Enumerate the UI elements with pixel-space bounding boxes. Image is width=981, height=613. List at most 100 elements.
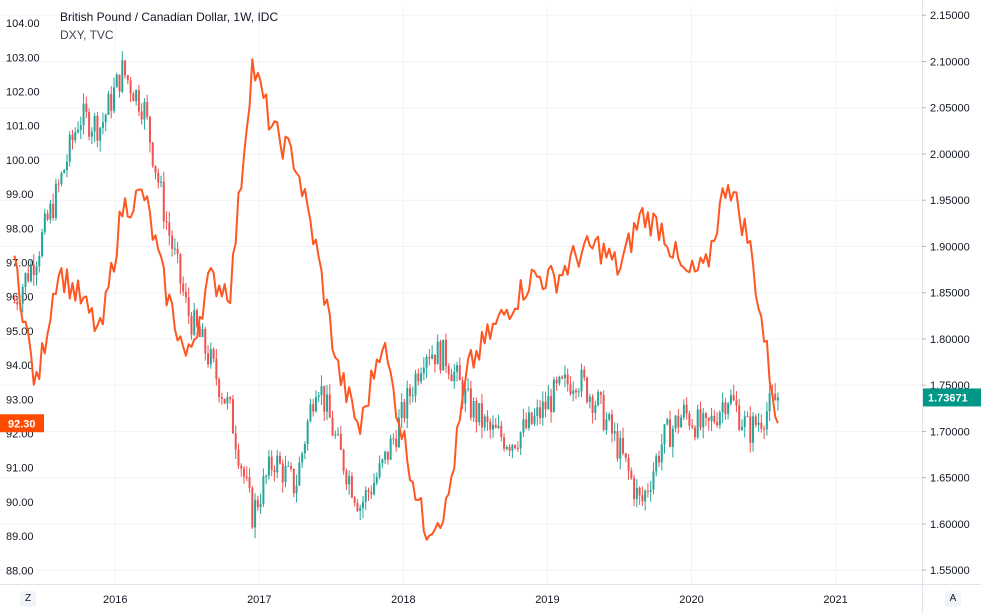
candle-body	[608, 414, 611, 420]
left-tick-label: 100.00	[6, 155, 40, 167]
candle-body	[110, 93, 113, 111]
left-tick-label: 97.00	[6, 258, 34, 270]
candle-body	[602, 394, 605, 431]
candle-body	[63, 170, 66, 173]
left-tick-label: 93.00	[6, 394, 34, 406]
candle-body	[699, 409, 702, 428]
right-tick-label: 2.00000	[930, 149, 970, 161]
candle-body	[24, 273, 27, 288]
candle-body	[757, 422, 760, 425]
candle-body	[649, 489, 652, 492]
candle-body	[381, 459, 384, 464]
candle-body	[622, 437, 625, 454]
right-tick-label: 1.65000	[930, 473, 970, 485]
candle-body	[597, 392, 600, 406]
candle-body	[472, 401, 475, 418]
candle-body	[674, 415, 677, 429]
candle-body	[68, 134, 71, 162]
candle-body	[38, 255, 41, 267]
candle-body	[552, 379, 555, 413]
candle-body	[691, 425, 694, 428]
candle-body	[760, 422, 763, 429]
candle-body	[96, 115, 99, 141]
candle-body	[721, 402, 724, 413]
candle-body	[483, 416, 486, 428]
candle-body	[400, 402, 403, 418]
candle-body	[287, 466, 290, 468]
candle-body	[193, 310, 196, 335]
candle-body	[508, 447, 511, 451]
candle-body	[685, 404, 688, 414]
candle-body	[389, 438, 392, 460]
candle-body	[414, 373, 417, 396]
candle-body	[16, 302, 19, 305]
candle-body	[447, 366, 450, 375]
candle-body	[57, 183, 60, 185]
candle-body	[265, 475, 268, 477]
x-tick-label: 2020	[679, 594, 703, 606]
candle-body	[46, 213, 49, 220]
candle-body	[486, 416, 489, 422]
auto-scale-button[interactable]: A	[945, 591, 961, 607]
candle-body	[132, 93, 135, 102]
candle-body	[713, 415, 716, 422]
candle-body	[652, 471, 655, 490]
candle-body	[718, 412, 721, 426]
candle-body	[580, 369, 583, 392]
x-tick-label: 2019	[535, 594, 559, 606]
candle-body	[251, 488, 254, 528]
candle-body	[519, 432, 522, 449]
candle-body	[187, 297, 190, 317]
candle-body	[727, 403, 730, 415]
candle-body	[561, 376, 564, 379]
candle-body	[555, 379, 558, 384]
candle-body	[331, 417, 334, 436]
zoom-reset-button[interactable]: Z	[20, 591, 36, 607]
x-tick-label: 2017	[247, 594, 271, 606]
candle-body	[79, 125, 82, 130]
candle-body	[118, 74, 121, 92]
candle-body	[657, 456, 660, 463]
candle-body	[126, 75, 129, 81]
candle-body	[776, 397, 779, 401]
candle-body	[516, 447, 519, 449]
candle-body	[406, 388, 409, 419]
left-tick-label: 91.00	[6, 463, 34, 475]
candle-body	[702, 413, 705, 428]
candle-body	[359, 508, 362, 511]
candle-body	[619, 437, 622, 459]
candle-body	[550, 395, 553, 413]
candle-body	[522, 419, 525, 433]
candle-body	[35, 266, 38, 276]
candle-body	[500, 425, 503, 438]
candle-body	[740, 426, 743, 430]
candle-body	[752, 416, 755, 443]
candle-body	[143, 101, 146, 120]
legend-overlay: DXY, TVC	[60, 28, 114, 42]
candle-body	[680, 417, 683, 428]
candle-body	[107, 93, 110, 115]
candle-body	[539, 407, 542, 418]
candle-body	[660, 444, 663, 463]
left-tick-label: 89.00	[6, 531, 34, 543]
candle-body	[511, 445, 514, 451]
candle-body	[339, 433, 342, 450]
candle-body	[469, 388, 472, 418]
x-tick-label: 2021	[823, 594, 847, 606]
candle-body	[743, 416, 746, 427]
candle-body	[732, 395, 735, 401]
candle-body	[442, 339, 445, 371]
candle-body	[420, 373, 423, 382]
candle-body	[245, 476, 248, 478]
right-tick-label: 2.10000	[930, 56, 970, 68]
candle-body	[290, 466, 293, 469]
candle-body	[444, 339, 447, 367]
candle-body	[215, 358, 218, 380]
candle-body	[270, 456, 273, 470]
candle-body	[273, 469, 276, 473]
left-tick-label: 103.00	[6, 52, 40, 64]
candle-body	[541, 401, 544, 418]
candle-body	[671, 428, 674, 447]
candle-body	[295, 485, 298, 494]
